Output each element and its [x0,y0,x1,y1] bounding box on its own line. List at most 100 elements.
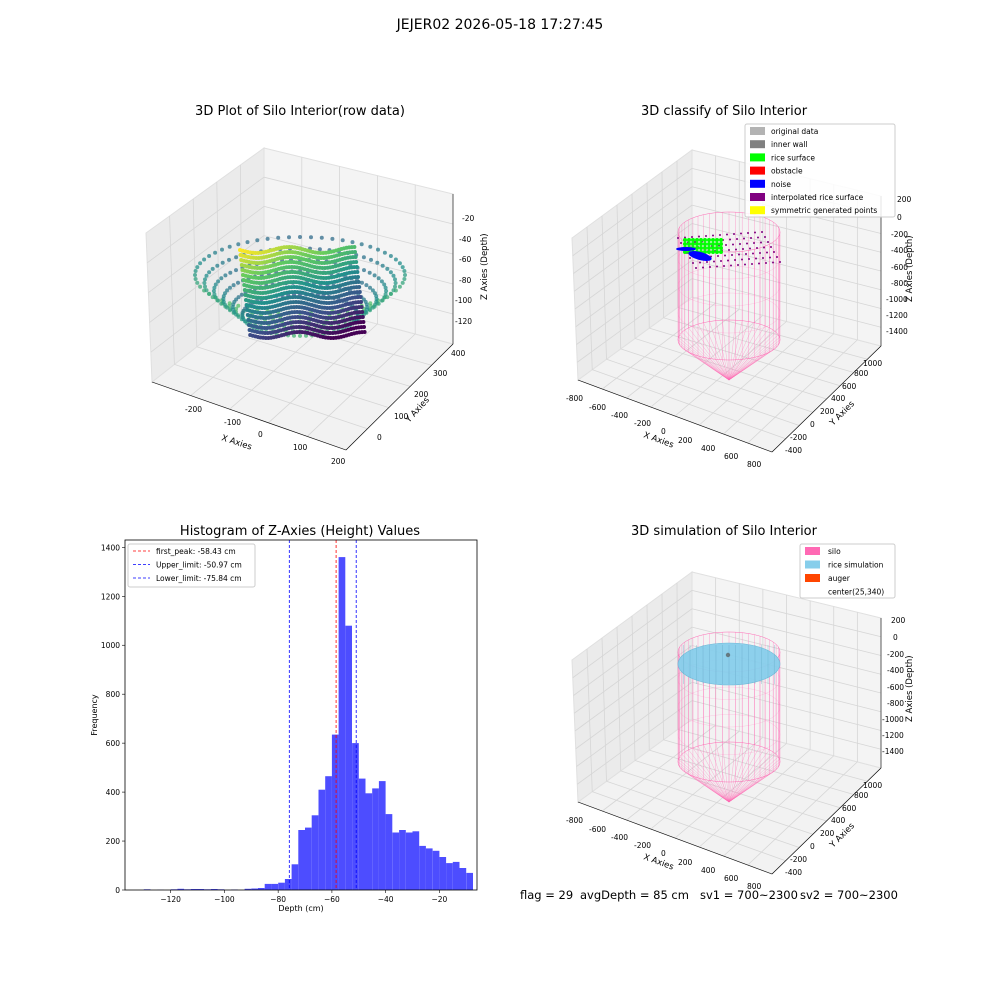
grid-line [663,317,854,373]
data-point [369,257,373,262]
silo-floor-line [728,320,743,381]
data-point [368,285,372,290]
data-point [204,288,209,293]
data-point [198,284,203,289]
p2-ztick: -1000 [886,295,908,304]
data-point [747,232,749,234]
data-point [691,236,693,238]
data-point [753,242,755,244]
histogram-bar [271,883,279,890]
legend-swatch [805,547,820,555]
p2-ytick: -400 [785,446,802,455]
p1-ytick: 300 [433,369,448,378]
silo-floor-line [722,320,730,381]
p2-xtick: 600 [724,452,739,461]
p4-xtick: -800 [566,816,583,825]
silo-floor-line [684,751,730,803]
data-point [739,243,741,245]
grid-line [723,333,835,435]
data-point [751,263,753,265]
data-point [373,302,377,307]
data-point [265,236,270,241]
silo-floor-line [678,759,730,803]
p2-xtick: 200 [678,436,693,445]
data-point [374,294,379,299]
histogram-bar [378,781,386,890]
data-point [745,253,747,255]
silo-floor-line [728,743,749,803]
p4-xtick: 400 [701,866,716,875]
data-point [193,277,198,281]
data-point [354,265,359,269]
data-point [691,238,695,242]
data-point [376,276,381,281]
histogram-bar [318,789,326,890]
data-point [691,242,695,246]
raw-data-3d-plot: -200 -100 0 100 200 0 100 200 300 400 -2… [145,147,490,466]
grid-line [674,743,787,839]
legend-label: Lower_limit: -75.84 cm [156,574,242,583]
p2-xtick: -400 [611,411,628,420]
legend-swatch [750,206,765,215]
silo-floor-line [728,320,736,381]
p4-ztick: 200 [891,616,906,625]
data-point [719,234,721,236]
data-point [764,236,766,238]
data-point [358,295,363,299]
legend-swatch [805,574,820,582]
data-point [212,285,217,290]
silo-floor-line [678,342,730,381]
p4-xtick: 800 [747,882,762,891]
histogram-bar [291,864,299,890]
silo-floor-line [728,323,761,381]
legend-swatch [750,179,765,188]
data-point [228,270,233,275]
grid-line [574,204,693,292]
histogram-legend: first_peak: -58.43 cm Upper_limit: -50.97… [127,543,256,588]
legend-swatch [750,140,765,149]
p2-ztick: -600 [891,263,908,272]
p2-ytick: 0 [810,420,815,429]
silo-floor-line [728,756,779,803]
data-point [298,235,302,239]
p4-xtick: -600 [589,825,606,834]
p3-xlabel: Depth (cm) [278,904,323,913]
data-point [223,273,228,278]
histogram-bar [251,888,258,890]
grid-line [646,182,650,329]
data-point [707,246,711,250]
legend-label: first_peak: -58.43 cm [156,547,236,556]
p4-ztick: -600 [887,683,904,692]
data-point [758,262,760,265]
p2-xtick: -600 [589,403,606,412]
silo-floor-line [728,754,777,803]
silo-floor-line [728,321,749,381]
data-point [750,237,752,239]
data-point [692,262,694,264]
data-point [228,285,232,290]
p2-zlabel: Z Axies (Depth) [905,235,915,302]
data-point [766,251,768,254]
data-point [353,255,358,259]
p1-zlabel: Z Axies (Depth) [480,233,490,300]
silo-floor-line [709,321,730,381]
data-point [706,261,708,263]
grid-line [631,193,636,339]
data-point [393,281,398,285]
p2-ztick: 200 [897,195,912,204]
p4-ytick: 600 [842,804,857,813]
silo-floor-line [681,332,730,381]
data-point [359,242,364,247]
data-point [193,273,197,277]
data-point [695,267,697,269]
p4-ztick: -1400 [882,747,904,756]
p2-ytick: -200 [790,433,807,442]
histogram-bar [392,832,400,890]
data-point [776,256,778,258]
p4-ytick: 800 [854,791,869,800]
grid-line [723,755,835,857]
grid-line [747,339,858,444]
histogram-bar [211,889,218,890]
p3-ylabel: Frequency [90,694,99,736]
data-point [215,263,220,268]
